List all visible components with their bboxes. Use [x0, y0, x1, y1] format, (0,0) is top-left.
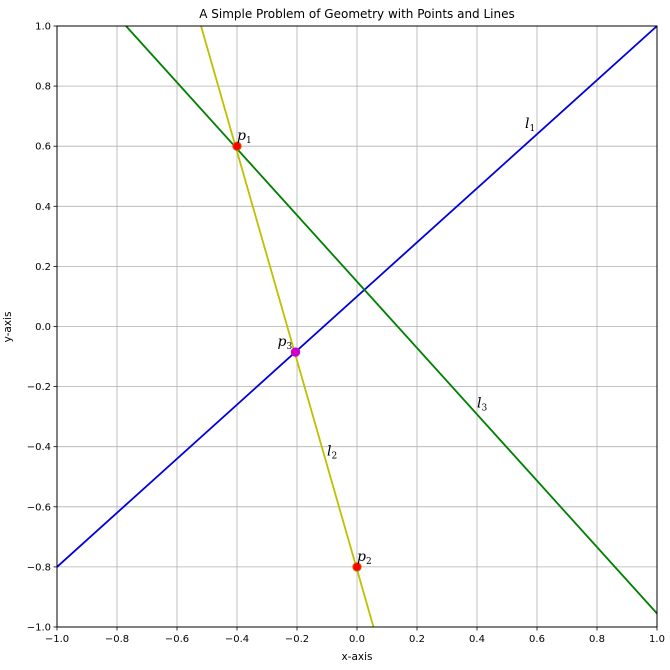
y-tick-label: 1.0: [35, 22, 51, 33]
x-tick-label: −0.2: [285, 634, 309, 645]
x-tick-label: −0.6: [165, 634, 189, 645]
label-l1: l1: [525, 116, 535, 134]
chart-title: A Simple Problem of Geometry with Points…: [199, 7, 515, 21]
label-l2: l2: [327, 444, 337, 462]
x-tick-label: −1.0: [45, 634, 69, 645]
line-l3: [125, 25, 658, 615]
y-tick-label: 0.0: [35, 322, 51, 333]
label-l3: l3: [477, 396, 487, 414]
x-tick-label: 1.0: [649, 634, 665, 645]
x-axis-label: x-axis: [341, 651, 372, 663]
x-tick-label: 0.6: [529, 634, 545, 645]
y-tick-label: −1.0: [27, 623, 51, 634]
x-tick-label: 0.2: [409, 634, 425, 645]
y-tick-label: −0.8: [27, 562, 51, 573]
x-tick-label: −0.4: [225, 634, 249, 645]
y-tick-label: −0.4: [27, 442, 51, 453]
label-p3: p3: [278, 334, 293, 352]
axis-ticks: −1.0 −0.8 −0.6 −0.4 −0.2 0.0 0.2 0.4 0.6 0.8 1.0 −1…: [27, 22, 665, 646]
series-lines: [56, 25, 658, 628]
point-p2: [352, 562, 362, 572]
y-tick-label: 0.6: [35, 142, 51, 153]
y-tick-label: −0.6: [27, 502, 51, 513]
x-tick-label: 0.4: [469, 634, 485, 645]
point-p1: [232, 141, 242, 151]
y-axis-label: y-axis: [2, 312, 14, 343]
x-tick-label: −0.8: [105, 634, 129, 645]
x-tick-label: 0.0: [349, 634, 365, 645]
y-tick-label: 0.2: [35, 262, 51, 273]
line-l1: [56, 25, 658, 568]
point-p3: [290, 347, 301, 357]
label-p2: p2: [357, 549, 372, 567]
grid: [56, 25, 658, 628]
line-l2: [200, 25, 375, 628]
y-tick-label: 0.4: [35, 202, 51, 213]
annotations: l1 l2 l3 p1 p2 p3: [237, 116, 535, 567]
x-tick-label: 0.8: [589, 634, 605, 645]
y-tick-label: 0.8: [35, 82, 51, 93]
y-tick-label: −0.2: [27, 382, 51, 393]
point-markers: [232, 141, 362, 572]
label-p1: p1: [237, 128, 252, 146]
